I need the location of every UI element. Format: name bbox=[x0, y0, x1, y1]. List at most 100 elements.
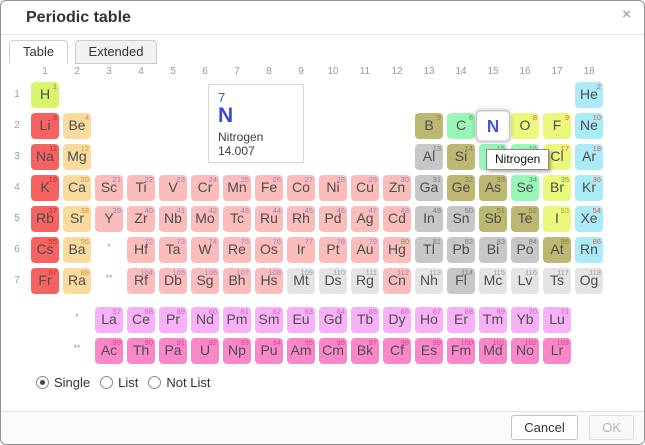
element-cell-Mg[interactable]: Mg 12 bbox=[63, 144, 91, 170]
element-cell-Rn[interactable]: Rn 86 bbox=[575, 237, 603, 263]
element-cell-Nh[interactable]: Nh 113 bbox=[415, 268, 443, 294]
element-cell-Np[interactable]: Np 93 bbox=[223, 338, 251, 364]
element-cell-Db[interactable]: Db 105 bbox=[159, 268, 187, 294]
ok-button[interactable]: OK bbox=[589, 415, 634, 440]
element-cell-Li[interactable]: Li 3 bbox=[31, 113, 59, 139]
element-cell-Po[interactable]: Po 84 bbox=[511, 237, 539, 263]
element-cell-Er[interactable]: Er 68 bbox=[447, 307, 475, 333]
element-cell-Cf[interactable]: Cf 98 bbox=[383, 338, 411, 364]
element-cell-Os[interactable]: Os 76 bbox=[255, 237, 283, 263]
element-cell-Te[interactable]: Te 52 bbox=[511, 206, 539, 232]
radio-list[interactable] bbox=[100, 376, 114, 389]
element-cell-Ar[interactable]: Ar 18 bbox=[575, 144, 603, 170]
element-cell-Pt[interactable]: Pt 78 bbox=[319, 237, 347, 263]
element-cell-Ts[interactable]: Ts 117 bbox=[543, 268, 571, 294]
element-cell-Rf[interactable]: Rf 104 bbox=[127, 268, 155, 294]
element-cell-Cu[interactable]: Cu 29 bbox=[351, 175, 379, 201]
element-cell-Zr[interactable]: Zr 40 bbox=[127, 206, 155, 232]
radio-single[interactable] bbox=[36, 376, 49, 389]
element-cell-Dy[interactable]: Dy 66 bbox=[383, 307, 411, 333]
element-cell-Cd[interactable]: Cd 48 bbox=[383, 206, 411, 232]
element-cell-Pa[interactable]: Pa 91 bbox=[159, 338, 187, 364]
element-cell-Mn[interactable]: Mn 25 bbox=[223, 175, 251, 201]
element-cell-Yb[interactable]: Yb 70 bbox=[511, 307, 539, 333]
element-cell-Lv[interactable]: Lv 116 bbox=[511, 268, 539, 294]
element-cell-Re[interactable]: Re 75 bbox=[223, 237, 251, 263]
tab-table[interactable]: Table bbox=[9, 40, 69, 64]
element-cell-Ge[interactable]: Ge 32 bbox=[447, 175, 475, 201]
element-cell-Cn[interactable]: Cn 112 bbox=[383, 268, 411, 294]
element-cell-V[interactable]: V 23 bbox=[159, 175, 187, 201]
element-cell-Cm[interactable]: Cm 96 bbox=[319, 338, 347, 364]
element-cell-Ag[interactable]: Ag 47 bbox=[351, 206, 379, 232]
option-not-list[interactable]: Not List bbox=[148, 375, 210, 390]
element-cell-Mt[interactable]: Mt 109 bbox=[287, 268, 315, 294]
element-cell-La[interactable]: La 57 bbox=[95, 307, 123, 333]
element-cell-Sm[interactable]: Sm 62 bbox=[255, 307, 283, 333]
element-cell-Fr[interactable]: Fr 87 bbox=[31, 268, 59, 294]
element-cell-Mc[interactable]: Mc 115 bbox=[479, 268, 507, 294]
element-cell-Cs[interactable]: Cs 55 bbox=[31, 237, 59, 263]
element-cell-Tl[interactable]: Tl 81 bbox=[415, 237, 443, 263]
element-cell-Na[interactable]: Na 11 bbox=[31, 144, 59, 170]
element-cell-Am[interactable]: Am 95 bbox=[287, 338, 315, 364]
element-cell-Es[interactable]: Es 99 bbox=[415, 338, 443, 364]
element-cell-Pd[interactable]: Pd 46 bbox=[319, 206, 347, 232]
element-cell-Rg[interactable]: Rg 111 bbox=[351, 268, 379, 294]
element-cell-Pr[interactable]: Pr 59 bbox=[159, 307, 187, 333]
element-cell-Ir[interactable]: Ir 77 bbox=[287, 237, 315, 263]
element-cell-Tb[interactable]: Tb 65 bbox=[351, 307, 379, 333]
element-cell-He[interactable]: He 2 bbox=[575, 82, 603, 108]
element-cell-I[interactable]: I 53 bbox=[543, 206, 571, 232]
element-cell-No[interactable]: No 102 bbox=[511, 338, 539, 364]
element-cell-U[interactable]: U 92 bbox=[191, 338, 219, 364]
element-cell-Lr[interactable]: Lr 103 bbox=[543, 338, 571, 364]
element-cell-Th[interactable]: Th 90 bbox=[127, 338, 155, 364]
element-cell-Y[interactable]: Y 39 bbox=[95, 206, 123, 232]
element-cell-Pb[interactable]: Pb 82 bbox=[447, 237, 475, 263]
element-cell-Tm[interactable]: Tm 69 bbox=[479, 307, 507, 333]
element-cell-Ru[interactable]: Ru 44 bbox=[255, 206, 283, 232]
tab-extended[interactable]: Extended bbox=[74, 40, 158, 64]
element-cell-Ta[interactable]: Ta 73 bbox=[159, 237, 187, 263]
element-cell-Pu[interactable]: Pu 94 bbox=[255, 338, 283, 364]
element-cell-Mo[interactable]: Mo 42 bbox=[191, 206, 219, 232]
element-cell-At[interactable]: At 85 bbox=[543, 237, 571, 263]
element-cell-Md[interactable]: Md 101 bbox=[479, 338, 507, 364]
element-cell-Pm[interactable]: Pm 61 bbox=[223, 307, 251, 333]
element-cell-Sn[interactable]: Sn 50 bbox=[447, 206, 475, 232]
element-cell-Sc[interactable]: Sc 21 bbox=[95, 175, 123, 201]
element-cell-Be[interactable]: Be 4 bbox=[63, 113, 91, 139]
element-cell-Bi[interactable]: Bi 83 bbox=[479, 237, 507, 263]
option-list[interactable]: List bbox=[100, 375, 138, 390]
element-cell-Rb[interactable]: Rb 37 bbox=[31, 206, 59, 232]
element-cell-Ac[interactable]: Ac 89 bbox=[95, 338, 123, 364]
element-cell-K[interactable]: K 19 bbox=[31, 175, 59, 201]
element-cell-Sr[interactable]: Sr 38 bbox=[63, 206, 91, 232]
option-single[interactable]: Single bbox=[36, 375, 90, 390]
element-cell-Al[interactable]: Al 13 bbox=[415, 144, 443, 170]
element-cell-Rh[interactable]: Rh 45 bbox=[287, 206, 315, 232]
element-cell-Zn[interactable]: Zn 30 bbox=[383, 175, 411, 201]
element-cell-In[interactable]: In 49 bbox=[415, 206, 443, 232]
element-cell-Ni[interactable]: Ni 28 bbox=[319, 175, 347, 201]
element-cell-As[interactable]: As 33 bbox=[479, 175, 507, 201]
element-cell-Se[interactable]: Se 34 bbox=[511, 175, 539, 201]
element-cell-Sg[interactable]: Sg 106 bbox=[191, 268, 219, 294]
element-cell-Hg[interactable]: Hg 80 bbox=[383, 237, 411, 263]
element-cell-Lu[interactable]: Lu 71 bbox=[543, 307, 571, 333]
element-cell-Ga[interactable]: Ga 31 bbox=[415, 175, 443, 201]
element-cell-Bh[interactable]: Bh 107 bbox=[223, 268, 251, 294]
element-cell-Hs[interactable]: Hs 108 bbox=[255, 268, 283, 294]
element-cell-Ds[interactable]: Ds 110 bbox=[319, 268, 347, 294]
element-cell-Ho[interactable]: Ho 67 bbox=[415, 307, 443, 333]
element-cell-W[interactable]: W 74 bbox=[191, 237, 219, 263]
element-cell-Ne[interactable]: Ne 10 bbox=[575, 113, 603, 139]
element-cell-Fm[interactable]: Fm 100 bbox=[447, 338, 475, 364]
element-cell-N[interactable]: N bbox=[475, 110, 511, 142]
element-cell-Ba[interactable]: Ba 56 bbox=[63, 237, 91, 263]
element-cell-Bk[interactable]: Bk 97 bbox=[351, 338, 379, 364]
